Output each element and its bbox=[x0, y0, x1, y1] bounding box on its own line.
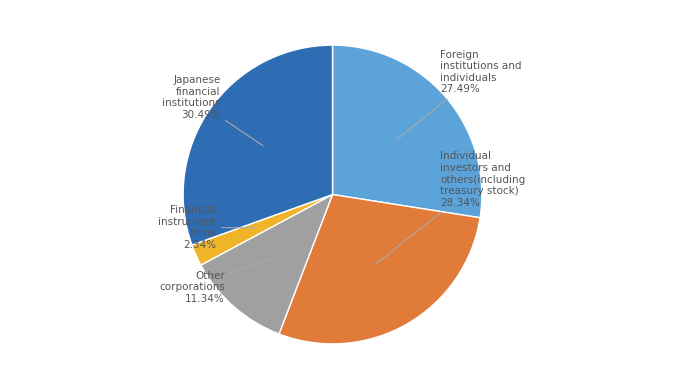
Text: Individual
investors and
others(including
treasury stock)
28.34%: Individual investors and others(includin… bbox=[376, 151, 525, 264]
Wedge shape bbox=[279, 194, 480, 344]
Wedge shape bbox=[201, 194, 332, 334]
Text: Financial
instrument
firms
2.34%: Financial instrument firms 2.34% bbox=[158, 205, 255, 250]
Wedge shape bbox=[183, 45, 332, 245]
Wedge shape bbox=[332, 45, 482, 218]
Text: Foreign
institutions and
individuals
27.49%: Foreign institutions and individuals 27.… bbox=[397, 50, 522, 139]
Text: Japanese
financial
institutions
30.49%: Japanese financial institutions 30.49% bbox=[162, 75, 263, 146]
Wedge shape bbox=[192, 194, 332, 265]
Text: Other
corporations
11.34%: Other corporations 11.34% bbox=[159, 257, 276, 304]
